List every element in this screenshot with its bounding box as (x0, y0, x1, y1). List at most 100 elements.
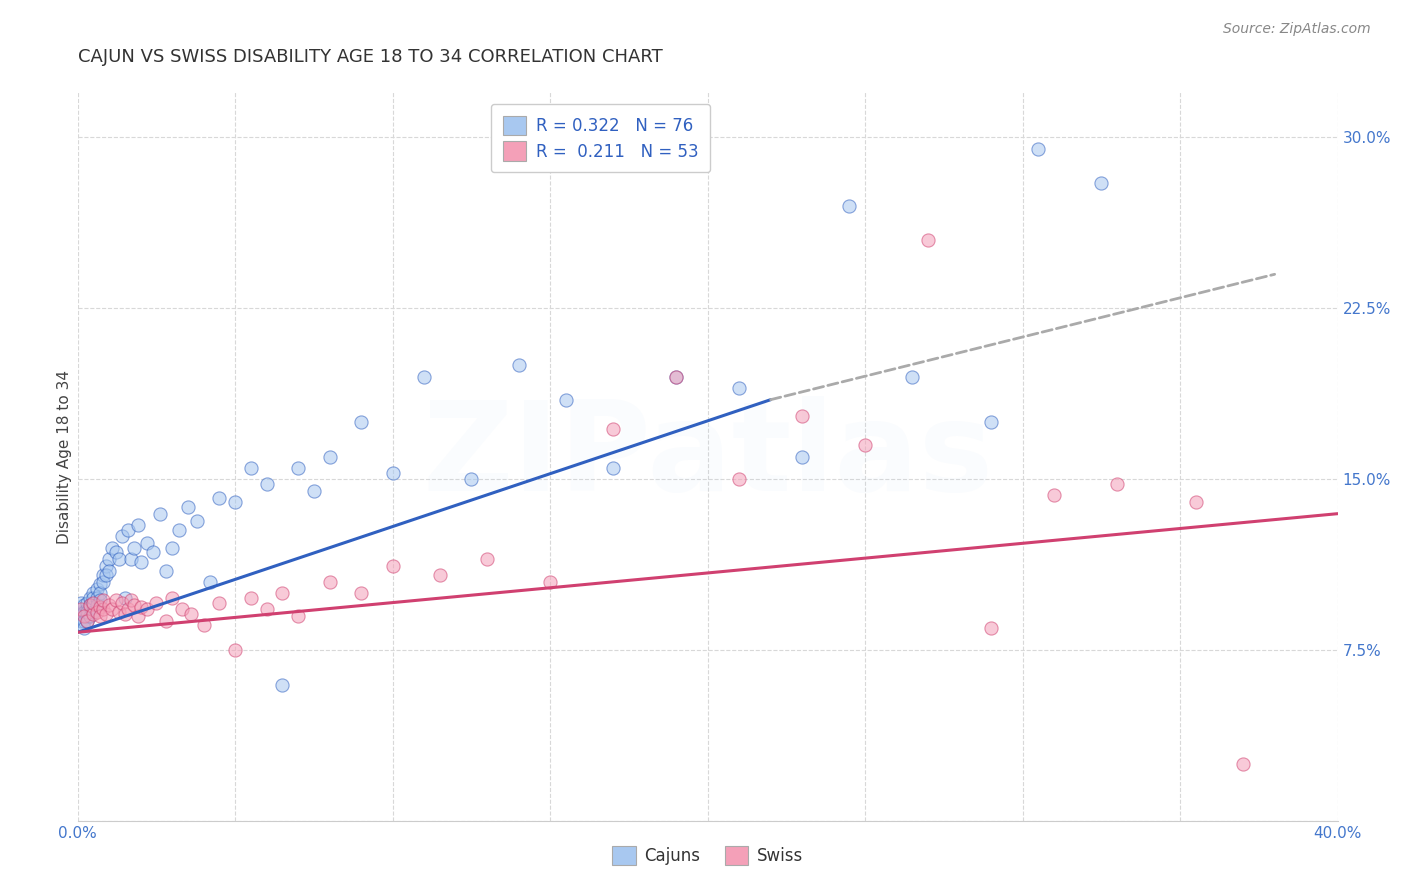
Point (129, 555, 152, 569)
Point (91, 568, 114, 582)
Point (155, 614, 177, 628)
Point (149, 507, 172, 521)
Point (107, 605, 129, 619)
Point (111, 529, 134, 543)
Point (76, 609, 98, 624)
Point (91, 602, 114, 616)
Point (208, 596, 231, 610)
Point (82, 607, 104, 621)
Point (89, 586, 111, 600)
Point (1232, 757, 1254, 772)
Point (82, 605, 104, 619)
Point (413, 370, 436, 384)
Point (240, 461, 263, 475)
Point (73, 621, 96, 635)
Point (94, 559, 117, 574)
Point (111, 596, 134, 610)
Point (79, 609, 101, 624)
Point (94, 568, 117, 582)
Point (555, 392, 578, 407)
Point (319, 450, 342, 464)
Point (136, 536, 159, 550)
Point (101, 602, 124, 616)
Point (70, 596, 93, 610)
Point (1185, 495, 1208, 509)
Point (838, 199, 860, 213)
Point (104, 593, 127, 607)
Point (86, 591, 108, 605)
Point (177, 500, 200, 514)
Point (602, 461, 624, 475)
Point (224, 495, 246, 509)
Point (145, 596, 167, 610)
Point (76, 614, 98, 628)
Point (76, 605, 98, 619)
Point (76, 596, 98, 610)
Point (91, 593, 114, 607)
Point (160, 541, 183, 555)
Point (224, 643, 246, 657)
Point (89, 577, 111, 591)
Point (155, 564, 177, 578)
Point (89, 593, 111, 607)
Point (73, 614, 96, 628)
Point (350, 586, 373, 600)
Point (79, 598, 101, 612)
Point (89, 609, 111, 624)
Point (86, 582, 108, 596)
Point (180, 607, 202, 621)
Point (98, 552, 121, 566)
Point (208, 491, 231, 505)
Point (79, 591, 101, 605)
Point (70, 614, 93, 628)
Point (160, 591, 183, 605)
Point (901, 370, 924, 384)
Point (271, 586, 294, 600)
Point (124, 541, 146, 555)
Point (79, 598, 101, 612)
Point (287, 609, 309, 624)
Point (129, 600, 152, 615)
Point (287, 461, 309, 475)
Point (73, 605, 96, 619)
Point (508, 359, 530, 373)
Point (1107, 477, 1129, 491)
Point (429, 568, 451, 582)
Point (89, 600, 111, 615)
Point (98, 598, 121, 612)
Point (82, 586, 104, 600)
Point (127, 518, 149, 533)
Point (120, 593, 142, 607)
Point (538, 575, 561, 590)
Point (82, 596, 104, 610)
Point (107, 552, 129, 566)
Point (792, 450, 814, 464)
Point (980, 621, 1002, 635)
Point (193, 618, 215, 632)
Point (114, 591, 136, 605)
Point (602, 422, 624, 436)
Point (70, 602, 93, 616)
Point (853, 438, 876, 452)
Point (94, 607, 117, 621)
Point (271, 678, 294, 692)
Point (240, 591, 263, 605)
Point (82, 600, 104, 615)
Point (381, 559, 404, 574)
Point (98, 564, 121, 578)
Point (76, 602, 98, 616)
Point (256, 602, 278, 616)
Point (1028, 142, 1050, 156)
Text: CAJUN VS SWISS DISABILITY AGE 18 TO 34 CORRELATION CHART: CAJUN VS SWISS DISABILITY AGE 18 TO 34 C… (77, 48, 662, 66)
Point (319, 575, 342, 590)
Point (82, 596, 104, 610)
Point (76, 614, 98, 628)
Point (70, 605, 93, 619)
Point (728, 473, 751, 487)
Point (1090, 176, 1112, 190)
Point (460, 473, 482, 487)
Point (86, 605, 108, 619)
Y-axis label: Disability Age 18 to 34: Disability Age 18 to 34 (58, 369, 72, 544)
Point (73, 609, 96, 624)
Point (124, 598, 146, 612)
